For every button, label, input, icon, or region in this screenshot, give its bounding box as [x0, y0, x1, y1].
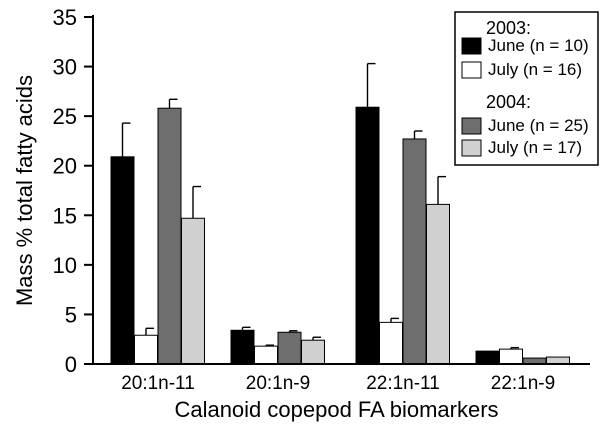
- bar-22:1n-11-series-0: [355, 106, 380, 365]
- x-axis-category-labels: 20:1n-11 20:1n-9 22:1n-11 22:1n-9: [121, 373, 555, 394]
- error-bars: [121, 62, 519, 350]
- y-tick-label: 5: [65, 302, 77, 327]
- legend-label: July (n = 17): [488, 138, 582, 157]
- y-tick-label: 15: [53, 203, 77, 228]
- bar-20:1n-11-series-1: [134, 334, 158, 365]
- x-category-label: 20:1n-9: [246, 373, 310, 394]
- bar-20:1n-9-series-2: [277, 331, 302, 365]
- bar-20:1n-11-series-2: [157, 107, 182, 365]
- y-tick-label: 10: [53, 253, 77, 278]
- bar-20:1n-9-series-3: [301, 339, 325, 365]
- legend-label: June (n = 25): [488, 116, 589, 135]
- y-tick-label: 25: [53, 104, 77, 129]
- x-axis-title: Calanoid copepod FA biomarkers: [174, 397, 498, 422]
- x-category-label: 20:1n-11: [121, 373, 195, 394]
- bar-20:1n-11-series-0: [110, 156, 135, 365]
- bar-22:1n-11-series-3: [426, 203, 450, 365]
- legend-swatch: [461, 61, 482, 79]
- y-axis-ticks: 0 5 10 15 20 25 30 35: [53, 5, 93, 377]
- bar-22:1n-9-series-0: [475, 350, 500, 365]
- legend-swatch: [461, 117, 482, 135]
- bar-20:1n-9-series-0: [230, 329, 255, 365]
- bar-22:1n-11-series-1: [379, 321, 403, 365]
- legend-year-title: 2003:: [486, 18, 531, 38]
- bar-22:1n-9-series-3: [546, 356, 570, 365]
- y-tick-label: 35: [53, 5, 77, 30]
- legend-label: June (n = 10): [488, 36, 589, 55]
- y-axis-title: Mass % total fatty acids: [12, 75, 37, 306]
- bar-22:1n-11-series-2: [402, 138, 427, 365]
- legend-swatch: [461, 37, 482, 55]
- bar-20:1n-9-series-1: [254, 345, 278, 365]
- x-category-label: 22:1n-9: [491, 373, 555, 394]
- y-tick-label: 0: [65, 352, 77, 377]
- legend-swatch: [461, 139, 482, 157]
- bar-20:1n-11-series-3: [181, 217, 205, 365]
- legend-year-title: 2004:: [486, 92, 531, 112]
- y-tick-label: 30: [53, 55, 77, 80]
- x-category-label: 22:1n-11: [366, 373, 440, 394]
- bar-22:1n-9-series-1: [499, 348, 523, 365]
- legend: 2003:June (n = 10) July (n = 16) 2004: June…: [454, 11, 599, 166]
- legend-label: July (n = 16): [488, 60, 582, 79]
- y-tick-label: 20: [53, 154, 77, 179]
